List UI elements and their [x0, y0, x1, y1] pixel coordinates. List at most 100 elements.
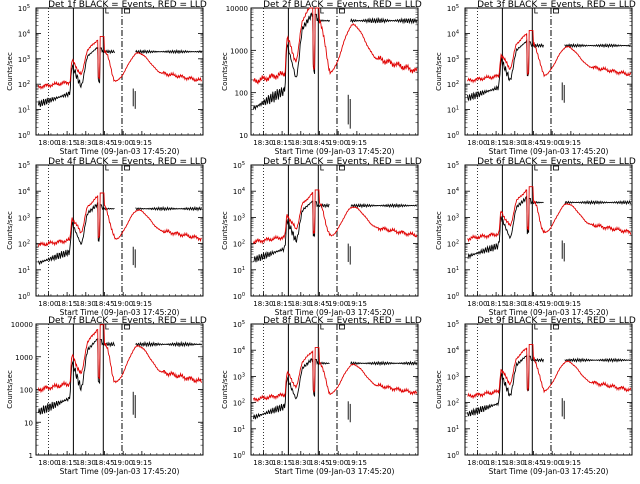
- x-tick-label: 18:30: [505, 300, 525, 308]
- plot-frame: [464, 7, 633, 136]
- y-tick-label: 105: [233, 161, 245, 170]
- x-tick-label: 19:15: [561, 300, 581, 308]
- series-lld-line: [38, 192, 202, 247]
- y-tick-exponent: 4: [27, 29, 30, 35]
- night-marker: [339, 165, 345, 171]
- y-tick-label: 102: [447, 399, 459, 408]
- y-tick-label: 103: [447, 213, 459, 222]
- y-tick-label: 104: [18, 187, 30, 196]
- night-marker: [339, 324, 345, 330]
- x-tick-label: 18:15: [57, 459, 77, 467]
- y-tick-label: 102: [18, 240, 30, 249]
- y-tick-exponent: 3: [242, 372, 245, 378]
- y-tick-exponent: 4: [242, 187, 245, 193]
- x-tick-label: 18:45: [523, 300, 543, 308]
- x-tick-label: 18:30: [253, 139, 273, 147]
- y-tick-label: 101: [233, 425, 245, 434]
- y-tick-label: 100: [18, 131, 30, 140]
- x-tick-label: 19:15: [561, 459, 581, 467]
- y-tick-exponent: 2: [456, 240, 459, 246]
- x-tick-label: 19:00: [328, 459, 348, 467]
- x-tick-label: 18:00: [38, 300, 58, 308]
- y-tick-label: 100: [233, 451, 245, 460]
- x-tick-label: 18:30: [253, 300, 273, 308]
- x-tick-label: 18:30: [505, 139, 525, 147]
- y-tick-exponent: 3: [27, 213, 30, 219]
- y-tick-label: 103: [447, 372, 459, 381]
- saa-marker: [320, 324, 324, 330]
- y-axis-label: Counts/sec: [435, 211, 443, 250]
- y-tick-exponent: 4: [27, 187, 30, 193]
- y-tick-label: 10: [239, 132, 248, 140]
- night-marker: [124, 324, 130, 330]
- chart-title: Det 4f BLACK = Events, RED = LLD: [48, 157, 207, 167]
- x-axis-label: Start Time (09-Jan-03 17:45:20): [275, 467, 395, 476]
- chart-title: Det 6f BLACK = Events, RED = LLD: [477, 157, 636, 167]
- y-tick-exponent: 5: [456, 161, 459, 167]
- x-tick-label: 19:15: [561, 139, 581, 147]
- y-tick-label: 105: [18, 161, 30, 170]
- y-tick-exponent: 0: [456, 131, 459, 137]
- y-tick-label: 102: [447, 240, 459, 249]
- x-tick-label: 19:00: [328, 139, 348, 147]
- y-tick-label: 105: [233, 320, 245, 329]
- x-axis-label: Start Time (09-Jan-03 17:45:20): [60, 308, 180, 317]
- saa-marker: [320, 8, 324, 14]
- y-tick-label: 105: [447, 320, 459, 329]
- panel-det-2: Det 2f BLACK = Events, RED = LLD 10 100 100…: [221, 0, 422, 156]
- y-tick-label: 104: [447, 346, 459, 355]
- y-axis-label: Counts/sec: [6, 211, 14, 250]
- night-marker: [124, 165, 130, 171]
- y-tick-exponent: 5: [456, 320, 459, 326]
- y-tick-label: 1000: [15, 354, 33, 362]
- x-tick-label: 19:00: [542, 459, 562, 467]
- chart-title: Det 1f BLACK = Events, RED = LLD: [48, 0, 207, 10]
- y-tick-exponent: 1: [242, 266, 245, 272]
- series-lld-line: [38, 35, 202, 91]
- y-tick-label: 104: [233, 346, 245, 355]
- y-tick-exponent: 0: [242, 292, 245, 298]
- x-tick-label: 19:00: [542, 300, 562, 308]
- saa-marker: [320, 165, 324, 171]
- y-tick-exponent: 1: [242, 425, 245, 431]
- x-tick-label: 18:00: [38, 139, 58, 147]
- y-tick-exponent: 0: [27, 292, 30, 298]
- x-tick-label: 19:00: [113, 139, 133, 147]
- x-tick-label: 18:15: [486, 139, 506, 147]
- plot-frame: [35, 7, 204, 136]
- saa-marker: [105, 165, 109, 171]
- y-tick-exponent: 5: [27, 161, 30, 167]
- y-tick-exponent: 4: [456, 29, 459, 35]
- y-tick-exponent: 2: [242, 399, 245, 405]
- y-tick-label: 10000: [11, 321, 33, 329]
- y-tick-label: 104: [447, 187, 459, 196]
- x-tick-label: 18:15: [486, 459, 506, 467]
- series-lld-line: [253, 347, 418, 403]
- x-axis-label: Start Time (09-Jan-03 17:45:20): [60, 147, 180, 156]
- series-events-line: [253, 12, 418, 111]
- chart-title: Det 9f BLACK = Events, RED = LLD: [477, 316, 636, 326]
- series-lld-line: [38, 324, 203, 394]
- y-tick-exponent: 2: [456, 399, 459, 405]
- x-axis-label: Start Time (09-Jan-03 17:45:20): [60, 467, 180, 476]
- plot-frame: [464, 323, 633, 456]
- x-tick-label: 18:30: [291, 459, 311, 467]
- y-tick-exponent: 3: [242, 213, 245, 219]
- chart-title: Det 5f BLACK = Events, RED = LLD: [263, 157, 422, 167]
- x-tick-label: 19:15: [347, 300, 367, 308]
- y-tick-exponent: 1: [456, 266, 459, 272]
- x-tick-label: 18:45: [94, 139, 114, 147]
- panel-det-8: Det 8f BLACK = Events, RED = LLD10010110…: [221, 316, 422, 476]
- x-tick-label: 18:30: [253, 459, 273, 467]
- x-tick-label: 18:30: [76, 300, 96, 308]
- x-tick-label: 18:45: [523, 139, 543, 147]
- x-axis-label: Start Time (09-Jan-03 17:45:20): [275, 147, 395, 156]
- y-tick-label: 101: [233, 266, 245, 275]
- y-tick-exponent: 2: [456, 80, 459, 86]
- series-events-line: [467, 38, 632, 102]
- y-tick-label: 103: [233, 213, 245, 222]
- y-axis-label: Counts/sec: [6, 370, 14, 409]
- y-tick-label: 104: [447, 29, 459, 38]
- x-tick-label: 18:30: [291, 300, 311, 308]
